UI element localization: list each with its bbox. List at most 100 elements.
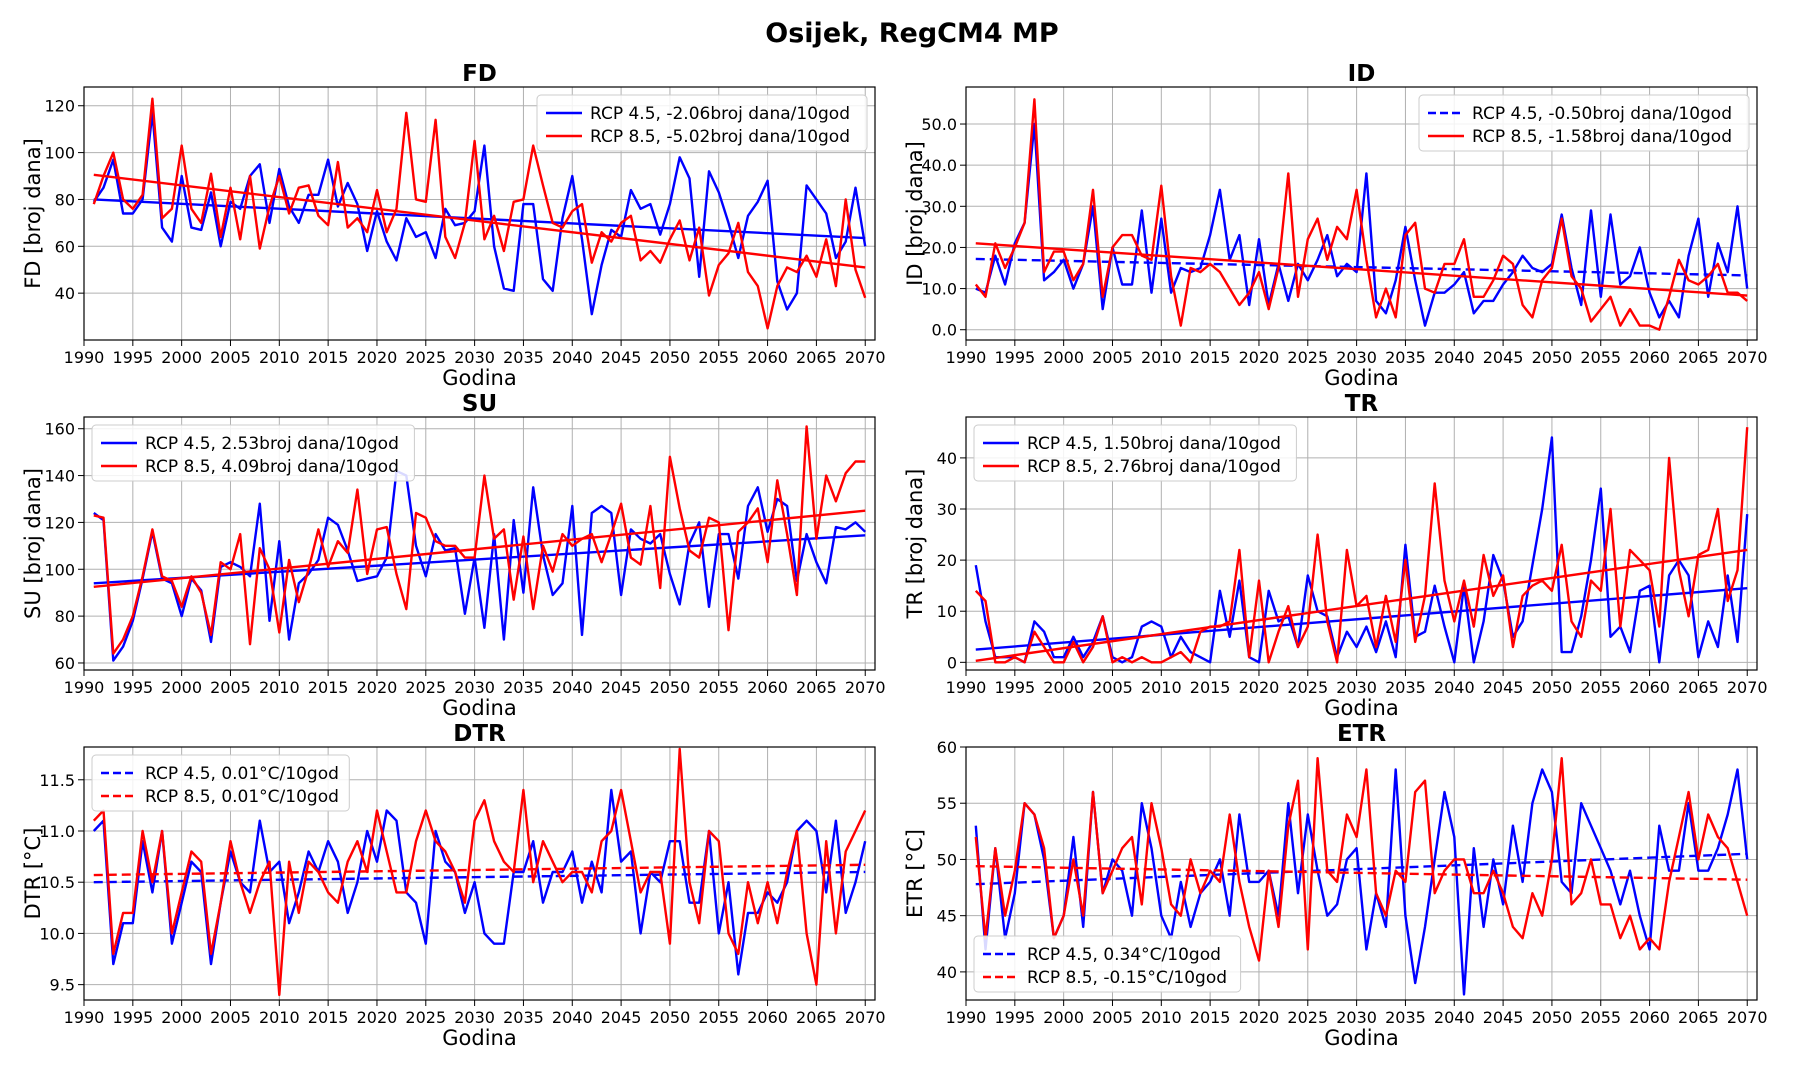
x-tick-label: 2020 [1239, 348, 1280, 367]
x-tick-label: 2035 [503, 348, 544, 367]
x-tick-label: 2015 [1190, 348, 1231, 367]
legend-box [91, 424, 415, 482]
x-tick-label: 2050 [1532, 1008, 1573, 1027]
y-tick-label: 120 [44, 513, 75, 532]
y-axis-label: ETR [°C] [903, 829, 927, 918]
panel-fd: 1990 1995 2000 2005 2010 2015 2020 2025 2030 2035… [21, 61, 886, 390]
legend-label: RCP 4.5, -0.50broj dana/10god [1472, 104, 1732, 124]
trend-line-rcp85 [93, 173, 866, 269]
x-tick-label: 2005 [210, 348, 251, 367]
x-tick-label: 2055 [698, 1008, 739, 1027]
y-tick-label: 80 [55, 607, 75, 626]
y-tick-label: 60 [937, 738, 957, 757]
panel-dtr: 1990 1995 2000 2005 2010 2015 2020 2025 2030 2035… [21, 721, 886, 1050]
x-tick-label: 2005 [1092, 348, 1133, 367]
series-line-rcp85 [92, 747, 867, 997]
trend-line-rcp85 [93, 863, 866, 877]
legend-box [973, 424, 1297, 482]
trend-line-rcp45 [975, 257, 1748, 277]
x-tick-label: 2035 [503, 678, 544, 697]
legend-box [91, 754, 350, 812]
x-tick-label: 2045 [601, 1008, 642, 1027]
x-tick-label: 2025 [1287, 1008, 1328, 1027]
legend-dtr: RCP 4.5, 0.01°C/10god RCP 8.5, 0.01°C/10g… [91, 754, 350, 812]
x-tick-label: 2030 [454, 678, 495, 697]
x-tick-label: 1995 [994, 348, 1035, 367]
x-tick-label: 2010 [259, 1008, 300, 1027]
x-tick-label: 2015 [308, 348, 349, 367]
x-tick-label: 2020 [357, 678, 398, 697]
x-tick-label: 2070 [845, 1008, 886, 1027]
y-tick-label: 30.0 [921, 197, 957, 216]
x-tick-label: 2005 [210, 678, 251, 697]
x-tick-label: 1995 [112, 1008, 153, 1027]
x-tick-label: 2040 [1434, 678, 1475, 697]
x-tick-label: 2030 [1336, 348, 1377, 367]
y-tick-label: 140 [44, 467, 75, 486]
y-tick-label: 10.0 [39, 924, 75, 943]
series-group-su [93, 425, 867, 662]
x-tick-label: 1990 [64, 678, 105, 697]
x-tick-label: 2055 [698, 348, 739, 367]
x-axis-label: Godina [442, 366, 516, 390]
x-tick-label: 2065 [1678, 1008, 1719, 1027]
axes-frame [83, 86, 876, 341]
x-tick-label: 2010 [1141, 1008, 1182, 1027]
legend-id: RCP 4.5, -0.50broj dana/10god RCP 8.5, -1… [1418, 94, 1750, 152]
trend-line-rcp85 [975, 242, 1748, 297]
axes-frame [83, 746, 876, 1001]
x-tick-label: 2025 [405, 678, 446, 697]
legend-label: RCP 4.5, 0.34°C/10god [1027, 945, 1221, 965]
x-tick-label: 2000 [161, 1008, 202, 1027]
x-tick-label: 1990 [946, 678, 987, 697]
y-tick-label: 100 [44, 560, 75, 579]
legend-label: RCP 8.5, -5.02broj dana/10god [590, 127, 850, 147]
x-tick-label: 1990 [946, 348, 987, 367]
trend-line-rcp45 [93, 198, 866, 240]
x-tick-label: 2060 [747, 1008, 788, 1027]
x-tick-label: 2055 [1580, 348, 1621, 367]
legend-label: RCP 8.5, -1.58broj dana/10god [1472, 127, 1732, 147]
x-tick-label: 2005 [1092, 678, 1133, 697]
x-tick-label: 2065 [796, 1008, 837, 1027]
legend-label: RCP 8.5, -0.15°C/10god [1027, 968, 1227, 988]
x-tick-label: 2025 [405, 1008, 446, 1027]
legend-label: RCP 4.5, -2.06broj dana/10god [590, 104, 850, 124]
x-tick-label: 2060 [1629, 678, 1670, 697]
x-tick-label: 2030 [454, 1008, 495, 1027]
legend-label: RCP 4.5, 1.50broj dana/10god [1027, 434, 1281, 454]
y-tick-label: 45 [937, 907, 957, 926]
x-axis-label: Godina [1324, 696, 1398, 720]
panel-title: ETR [1337, 721, 1386, 747]
legend-tr: RCP 4.5, 1.50broj dana/10god RCP 8.5, 2.7… [973, 424, 1297, 482]
x-tick-label: 2025 [1287, 678, 1328, 697]
legend-box [1418, 94, 1750, 152]
x-tick-label: 1995 [112, 348, 153, 367]
x-tick-label: 2070 [845, 678, 886, 697]
y-tick-label: 30 [937, 500, 957, 519]
x-tick-label: 2020 [1239, 1008, 1280, 1027]
y-tick-label: 10.5 [39, 873, 75, 892]
panel-title: ID [1348, 61, 1376, 87]
y-axis-label: ID [broj dana] [903, 141, 927, 286]
panel-id: 1990 1995 2000 2005 2010 2015 2020 2025 2030 2035… [903, 61, 1768, 390]
x-tick-label: 2070 [1727, 1008, 1768, 1027]
y-tick-label: 40 [55, 284, 75, 303]
figure-title: Osijek, RegCM4 MP [765, 18, 1058, 49]
y-tick-label: 11.5 [39, 771, 75, 790]
x-tick-label: 2045 [1483, 678, 1524, 697]
x-tick-label: 2055 [698, 678, 739, 697]
trend-line-rcp85 [975, 864, 1748, 881]
x-tick-label: 2020 [1239, 678, 1280, 697]
x-tick-label: 2060 [747, 348, 788, 367]
x-tick-label: 2065 [796, 348, 837, 367]
x-tick-label: 2010 [1141, 348, 1182, 367]
y-tick-label: 55 [937, 794, 957, 813]
x-tick-label: 2040 [552, 348, 593, 367]
x-tick-label: 2000 [161, 348, 202, 367]
x-tick-label: 2010 [259, 348, 300, 367]
x-tick-label: 2000 [1043, 348, 1084, 367]
x-tick-label: 2040 [552, 1008, 593, 1027]
x-tick-label: 2035 [503, 1008, 544, 1027]
x-tick-label: 2045 [601, 348, 642, 367]
